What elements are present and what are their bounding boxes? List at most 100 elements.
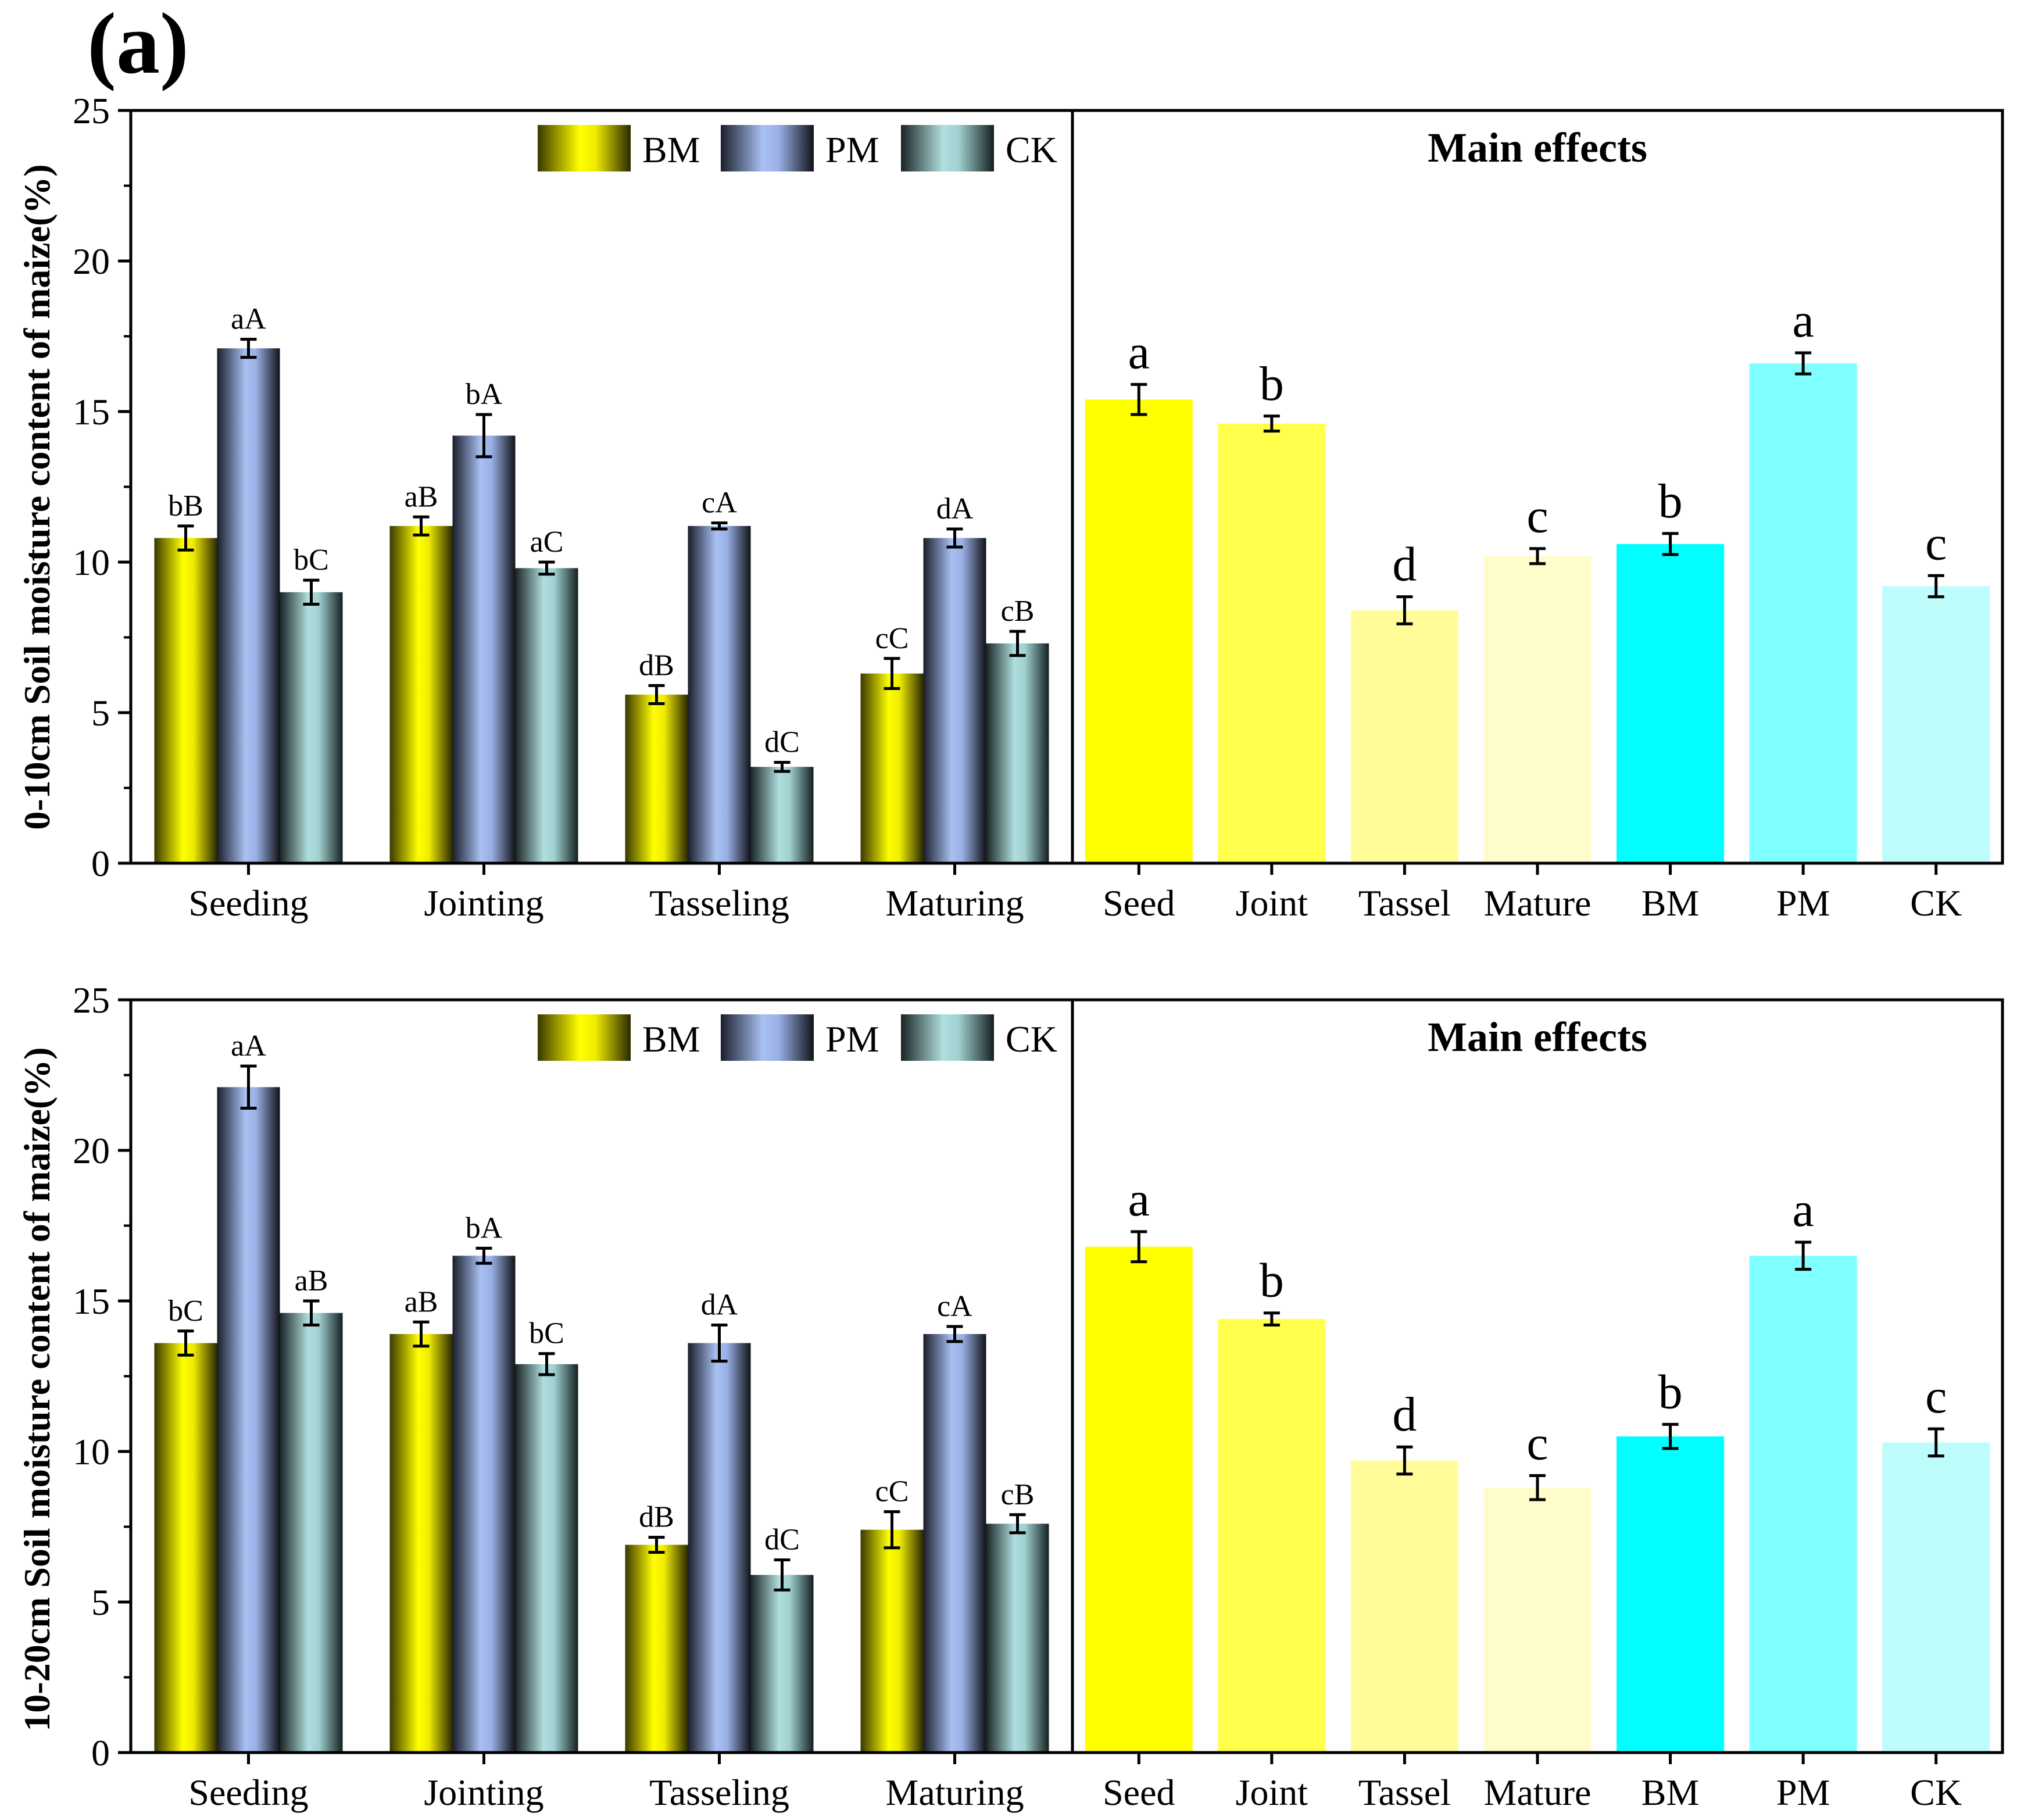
bar-ck (750, 767, 814, 863)
bar-joint (1218, 423, 1326, 863)
significance-label: b (1658, 474, 1683, 528)
bar-ck (986, 643, 1049, 863)
x-tick-label: Seed (1103, 1772, 1175, 1813)
bar-bm (860, 673, 924, 863)
significance-label: b (1260, 1254, 1284, 1308)
significance-label: dA (936, 492, 974, 525)
bar-pm (1749, 1256, 1857, 1753)
significance-label: cA (937, 1290, 972, 1323)
bar-bm (389, 525, 453, 863)
significance-label: aA (231, 1029, 266, 1063)
x-tick-label: Mature (1484, 882, 1592, 924)
x-tick-label: Seeding (188, 1772, 308, 1813)
significance-label: a (1128, 325, 1150, 379)
significance-label: dB (639, 1501, 674, 1534)
legend-label-pm: PM (825, 1018, 879, 1060)
x-tick-label: PM (1776, 1772, 1830, 1813)
significance-label: c (1526, 1416, 1548, 1470)
y-tick-label: 10 (73, 1431, 110, 1472)
legend-swatch-ck (901, 1014, 994, 1061)
legend-label-ck: CK (1006, 129, 1057, 170)
bar-pm (688, 525, 751, 863)
bar-seed (1085, 399, 1193, 863)
bar-bm (1617, 544, 1725, 863)
significance-label: dB (639, 649, 674, 682)
significance-label: aC (530, 525, 564, 559)
x-tick-label: Seed (1103, 882, 1175, 924)
significance-label: bB (168, 489, 203, 523)
plot-frame (1071, 998, 2004, 1754)
bar-tassel (1350, 1460, 1458, 1753)
significance-label: bA (466, 378, 503, 411)
bar-pm (452, 1256, 516, 1753)
bar-bm (154, 1343, 217, 1753)
bar-ck (986, 1524, 1049, 1753)
x-tick-label: Tasseling (649, 1772, 789, 1813)
bar-pm (217, 1087, 280, 1753)
y-tick-label: 0 (91, 843, 110, 884)
significance-label: cC (875, 622, 909, 655)
bar-ck (1882, 1442, 1990, 1753)
plot-frame (1071, 109, 2004, 865)
x-tick-label: Tassel (1358, 1772, 1451, 1813)
significance-label: b (1260, 357, 1284, 411)
significance-label: a (1792, 1183, 1814, 1237)
chart-title: Main effects (1428, 1014, 1647, 1060)
y-tick-label: 25 (73, 979, 110, 1021)
bottom-right-chart: a Seed b Joint d Tassel c Mature b BM a PM c CK Main e… (1071, 998, 2004, 1813)
significance-label: aB (405, 1285, 438, 1318)
x-tick-label: Seeding (188, 882, 308, 924)
y-tick-label: 20 (73, 241, 110, 282)
bar-bm (625, 694, 688, 863)
significance-label: aB (405, 480, 438, 513)
bar-pm (688, 1343, 751, 1753)
significance-label: d (1392, 538, 1417, 592)
y-tick-label: 10 (73, 542, 110, 583)
significance-label: bC (529, 1317, 564, 1350)
bar-bm (1617, 1436, 1725, 1753)
legend-label-pm: PM (825, 129, 879, 170)
panel-label: (a) (87, 0, 189, 92)
significance-label: c (1526, 489, 1548, 544)
bar-joint (1218, 1319, 1326, 1753)
legend-label-bm: BM (642, 1018, 700, 1060)
bar-ck (515, 568, 578, 863)
y-tick-label: 0 (91, 1732, 110, 1773)
bar-ck (515, 1364, 578, 1753)
y-axis-label-top: 0-10cm Soil moisture content of maize(%) (16, 164, 58, 829)
legend-swatch-pm (721, 125, 814, 171)
x-tick-label: Jointing (424, 1772, 543, 1813)
significance-label: cB (1001, 1478, 1035, 1511)
bar-mature (1483, 1488, 1592, 1753)
legend-swatch-bm (538, 125, 631, 171)
x-tick-label: CK (1910, 1772, 1962, 1813)
legend-swatch-ck (901, 125, 994, 171)
y-tick-label: 5 (91, 692, 110, 734)
bar-pm (923, 538, 986, 863)
bar-pm (923, 1333, 986, 1753)
x-tick-label: BM (1642, 1772, 1700, 1813)
significance-label: cC (875, 1475, 909, 1508)
significance-label: aA (231, 303, 266, 336)
x-tick-label: Tassel (1358, 882, 1451, 924)
significance-label: a (1128, 1172, 1150, 1227)
chart-title: Main effects (1428, 124, 1647, 171)
significance-label: cB (1001, 595, 1035, 628)
bar-ck (750, 1575, 814, 1753)
bar-mature (1483, 556, 1592, 863)
bar-tassel (1350, 610, 1458, 863)
bar-seed (1085, 1246, 1193, 1753)
bottom-left-chart: 0 5 10 15 20 25 bC aA aB Seeding aB bA bC Jointing dB d… (73, 979, 1074, 1813)
x-tick-label: Joint (1236, 1772, 1308, 1813)
bar-bm (389, 1333, 453, 1753)
significance-label: dC (764, 1523, 800, 1556)
bar-ck (280, 592, 343, 863)
y-tick-label: 15 (73, 391, 110, 432)
significance-label: b (1658, 1365, 1683, 1419)
y-tick-label: 5 (91, 1582, 110, 1623)
significance-label: dA (701, 1288, 738, 1321)
significance-label: c (1925, 516, 1947, 570)
legend-label-ck: CK (1006, 1018, 1057, 1060)
